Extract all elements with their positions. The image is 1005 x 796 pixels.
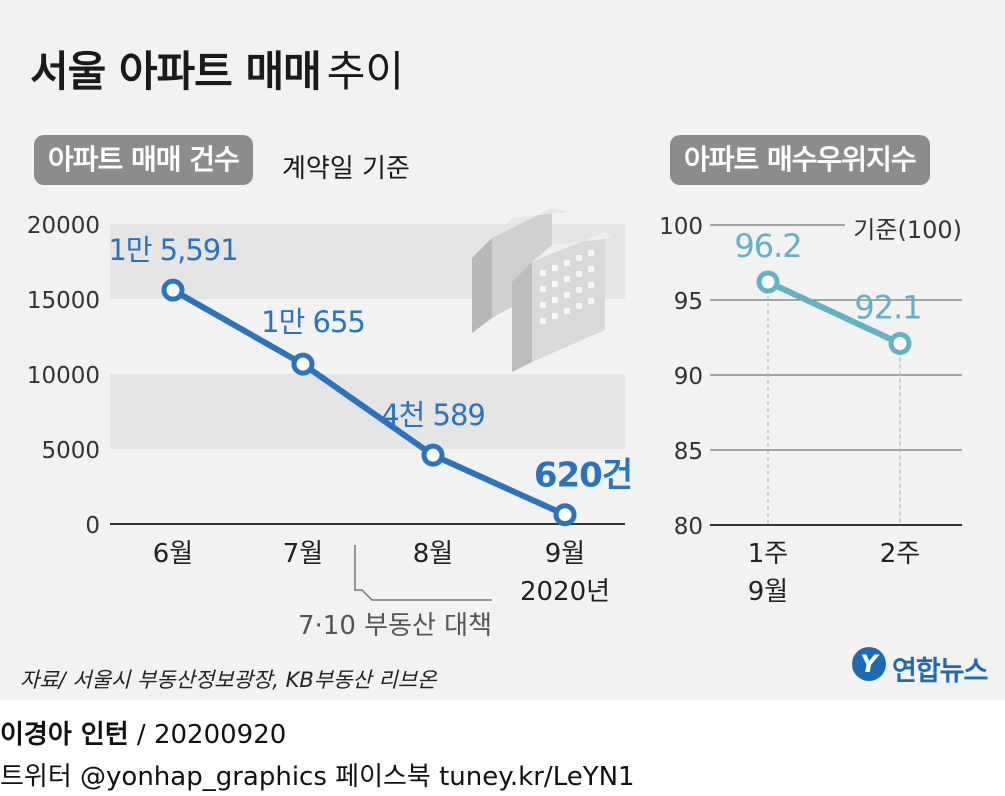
credit-social: 트위터 @yonhap_graphics 페이스북 tuney.kr/LeYN1 [0, 762, 635, 792]
credit-author-line: 이경아 인턴 / 20200920 [0, 714, 286, 751]
y-tick-label: 95 [674, 289, 703, 315]
y-tick-label: 5000 [41, 438, 100, 464]
y-tick-label: 80 [674, 514, 703, 540]
left-y-ticks: 0 5000 10000 15000 20000 [27, 213, 100, 539]
data-point [161, 278, 185, 302]
data-label: 620건 [534, 456, 632, 496]
x-tick-label: 9월 [545, 539, 585, 569]
left-chart-note: 계약일 기준 [282, 154, 410, 184]
right-y-ticks: 80 85 90 95 100 [659, 214, 703, 540]
x-tick-label: 1주 [748, 539, 788, 569]
x-tick-label: 8월 [413, 539, 453, 569]
y-tick-label: 15000 [27, 288, 100, 314]
y-tick-label: 10000 [27, 363, 100, 389]
page-title: 서울 아파트 매매 추이 [30, 38, 404, 99]
logo-text: 연합뉴스 [892, 656, 988, 687]
source-note: 자료/ 서울시 부동산정보광장, KB부동산 리브온 [20, 668, 437, 692]
left-series-line [171, 287, 567, 518]
data-point [291, 352, 315, 376]
title-bold: 서울 아파트 매매 [30, 47, 322, 96]
right-chart-label: 아파트 매수우위지수 [670, 135, 930, 185]
credit-author: 이경아 인턴 [0, 720, 129, 750]
charts-svg: 0 5000 10000 15000 20000 1만 5,591 1만 655 4천 58… [27, 208, 962, 641]
y-tick-label: 20000 [27, 213, 100, 239]
policy-note: 7·10 부동산 대책 [298, 611, 492, 641]
y-tick-label: 0 [85, 513, 100, 539]
data-label: 1만 5,591 [108, 233, 237, 267]
data-label: 92.1 [854, 289, 921, 327]
data-point [756, 270, 780, 294]
title-light: 추이 [326, 47, 405, 96]
y-tick-label: 85 [674, 439, 703, 465]
credit-date: / 20200920 [128, 720, 287, 750]
chart-panel [0, 0, 1005, 700]
yonhap-logo: Y 연합뉴스 [852, 645, 1002, 689]
right-grid-lines [710, 224, 962, 526]
data-point [553, 503, 577, 527]
x-tick-label: 6월 [153, 539, 193, 569]
data-label: 4천 589 [381, 398, 485, 432]
y-tick-label: 100 [659, 214, 703, 240]
building-icon [472, 208, 612, 372]
logo-mark: Y [852, 647, 886, 681]
left-chart-label: 아파트 매매 건수 [34, 135, 253, 185]
y-tick-label: 90 [674, 364, 703, 390]
x-tick-label: 7월 [283, 539, 323, 569]
x-tick-label: 2주 [880, 539, 920, 569]
x-sub-label: 9월 [748, 577, 788, 607]
policy-bracket [354, 545, 492, 601]
data-label: 96.2 [734, 227, 801, 265]
data-point [888, 332, 912, 355]
reference-label: 기준(100) [853, 216, 962, 244]
data-label: 1만 655 [261, 305, 365, 339]
right-series-line [766, 279, 902, 347]
x-sub-label: 2020년 [520, 577, 610, 607]
data-point [421, 443, 445, 467]
